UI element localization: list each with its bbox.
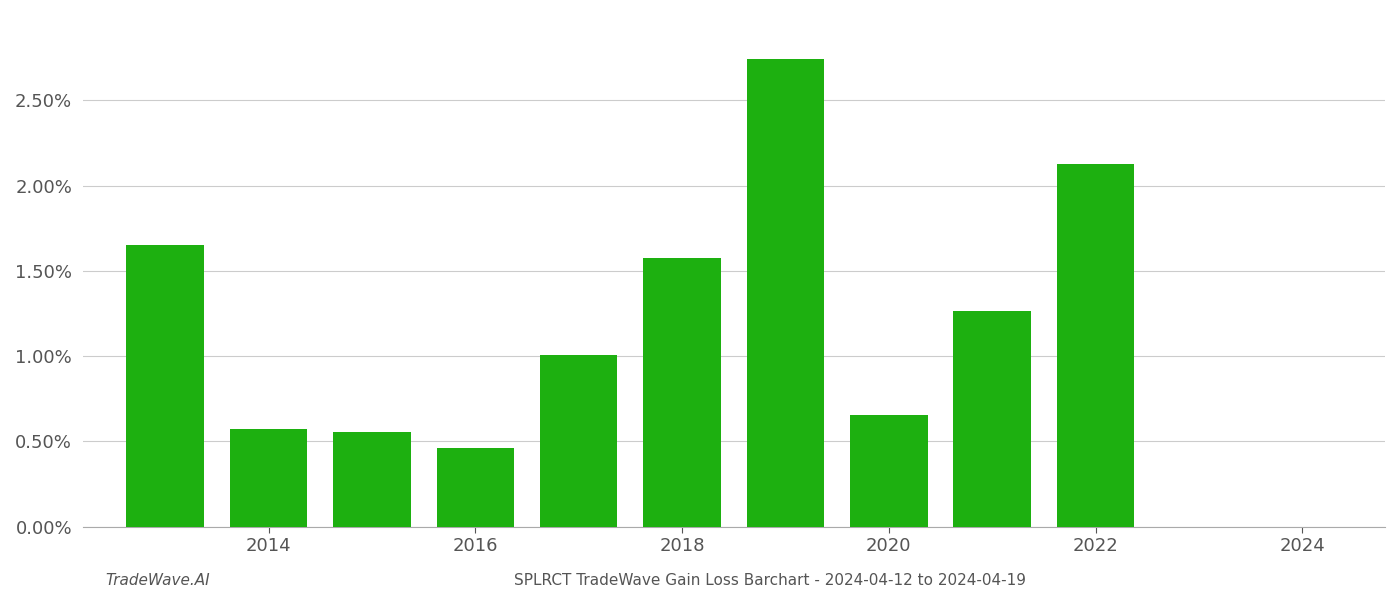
Bar [746, 59, 825, 527]
Bar [230, 428, 308, 527]
Bar [126, 245, 204, 527]
Text: TradeWave.AI: TradeWave.AI [105, 573, 210, 588]
Bar [333, 432, 410, 527]
Bar [850, 415, 928, 527]
Bar [1057, 164, 1134, 527]
Bar [953, 311, 1030, 527]
Bar [644, 258, 721, 527]
Bar [540, 355, 617, 527]
Bar [437, 448, 514, 527]
Text: SPLRCT TradeWave Gain Loss Barchart - 2024-04-12 to 2024-04-19: SPLRCT TradeWave Gain Loss Barchart - 20… [514, 573, 1026, 588]
